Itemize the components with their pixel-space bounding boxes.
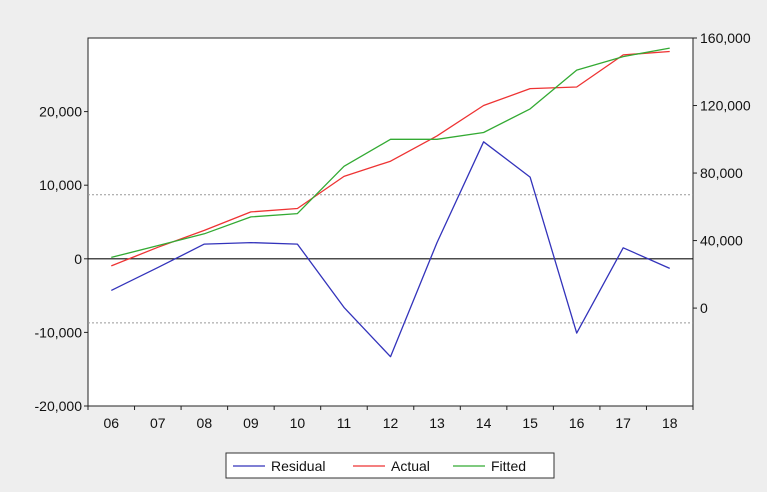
right-tick-label: 80,000 — [700, 165, 743, 181]
right-tick-label: 40,000 — [700, 233, 743, 249]
x-tick-label: 17 — [615, 415, 631, 431]
left-tick-label: -10,000 — [35, 324, 83, 340]
x-tick-label: 16 — [569, 415, 585, 431]
x-tick-label: 11 — [337, 415, 352, 431]
right-tick-label: 120,000 — [700, 98, 751, 114]
x-tick-label: 08 — [197, 415, 213, 431]
left-tick-label: 20,000 — [39, 104, 82, 120]
left-tick-label: 10,000 — [39, 177, 82, 193]
legend-box — [225, 452, 555, 479]
x-tick-label: 09 — [243, 415, 259, 431]
legend-label-residual: Residual — [271, 458, 325, 474]
x-tick-label: 06 — [103, 415, 119, 431]
plot-area — [87, 37, 694, 407]
x-axis: 06 07 08 09 10 11 12 13 14 15 16 17 18 — [87, 406, 694, 431]
x-tick-label: 07 — [150, 415, 166, 431]
x-tick-label: 13 — [429, 415, 445, 431]
x-tick-label: 14 — [476, 415, 492, 431]
reference-lines — [88, 194, 693, 324]
left-axis: -20,000 -10,000 0 10,000 20,000 — [35, 104, 88, 414]
legend-label-actual: Actual — [391, 458, 430, 474]
legend-label-fitted: Fitted — [491, 458, 526, 474]
x-tick-label: 18 — [662, 415, 678, 431]
legend: Residual Actual Fitted — [225, 452, 555, 479]
x-tick-label: 10 — [290, 415, 306, 431]
right-tick-label: 160,000 — [700, 30, 751, 46]
right-axis: 0 40,000 80,000 120,000 160,000 — [693, 30, 751, 316]
left-tick-label: -20,000 — [35, 398, 83, 414]
right-tick-label: 0 — [700, 300, 708, 316]
x-tick-label: 15 — [522, 415, 538, 431]
series-lines — [111, 47, 670, 358]
left-tick-label: 0 — [74, 251, 82, 267]
x-tick-label: 12 — [383, 415, 399, 431]
